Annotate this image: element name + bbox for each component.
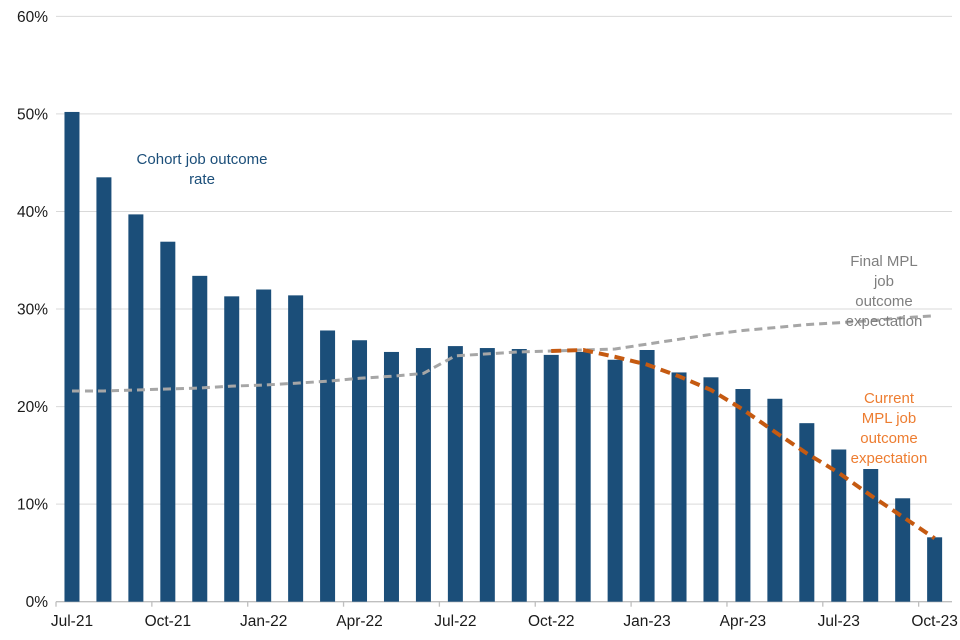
- bar-Mar-22: [320, 330, 336, 602]
- bar-Dec-21: [224, 296, 240, 602]
- bar-May-23: [767, 398, 783, 602]
- bar-Jul-22: [447, 346, 463, 602]
- x-axis-label: Jan-22: [240, 613, 287, 630]
- x-axis-label: Jul-23: [818, 613, 860, 630]
- y-axis-label: 40%: [17, 204, 48, 221]
- x-axis-label: Jan-23: [623, 613, 670, 630]
- bar-Nov-21: [192, 275, 208, 602]
- y-axis-label: 0%: [26, 594, 49, 611]
- bar-Jan-23: [639, 349, 655, 602]
- bar-Dec-22: [607, 359, 623, 602]
- bar-Jul-23: [831, 449, 847, 602]
- bar-Jun-22: [415, 348, 431, 602]
- x-axis-label: Jul-21: [51, 613, 93, 630]
- bar-Aug-23: [863, 469, 879, 602]
- bar-Oct-21: [160, 241, 176, 602]
- y-axis-label: 10%: [17, 497, 48, 514]
- bar-Feb-22: [288, 295, 304, 602]
- y-axis-label: 50%: [17, 106, 48, 123]
- x-axis-label: Apr-22: [336, 613, 383, 630]
- x-axis-label: Jul-22: [434, 613, 476, 630]
- bar-Sep-22: [511, 349, 527, 602]
- bar-Sep-23: [895, 498, 911, 602]
- bar-May-22: [383, 351, 399, 602]
- bar-Apr-23: [735, 389, 751, 602]
- bar-series: [64, 111, 943, 602]
- bar-Jun-23: [799, 423, 815, 602]
- bar-Nov-22: [575, 351, 591, 602]
- y-axis-label: 20%: [17, 399, 48, 416]
- bar-Sep-21: [128, 214, 144, 602]
- x-axis-label: Apr-23: [720, 613, 767, 630]
- x-axis-label: Oct-22: [528, 613, 575, 630]
- bar-Apr-22: [352, 340, 368, 602]
- y-axis-label: 30%: [17, 302, 48, 319]
- bar-Oct-22: [543, 354, 559, 602]
- x-axis-label: Oct-21: [145, 613, 192, 630]
- bar-Oct-23: [927, 537, 943, 602]
- bar-Mar-23: [703, 377, 719, 602]
- bar-Jul-21: [64, 111, 80, 602]
- final-expectation-line: [72, 314, 935, 393]
- bar-Aug-22: [479, 348, 495, 602]
- bar-Jan-22: [256, 289, 272, 602]
- bar-Feb-23: [671, 372, 687, 602]
- current-expectation-line: [551, 348, 936, 540]
- x-axis-label: Oct-23: [911, 613, 958, 630]
- y-axis-label: 60%: [17, 9, 48, 26]
